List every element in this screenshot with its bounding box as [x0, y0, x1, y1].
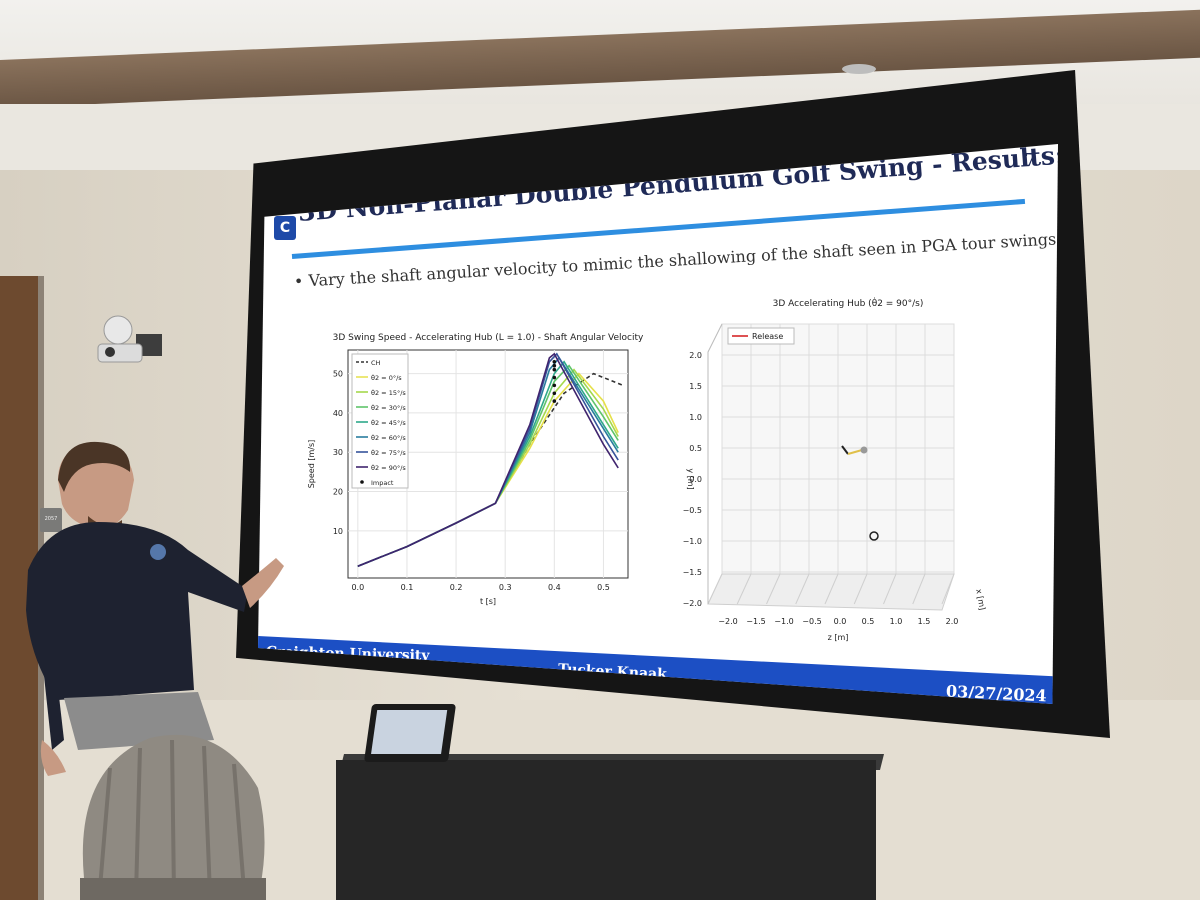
y-axis-label: y [m]	[686, 468, 695, 489]
presenter-person	[26, 441, 284, 776]
plot-box	[707, 323, 955, 611]
y-tick-label: 20	[333, 488, 343, 497]
side-pane-edge	[707, 323, 723, 604]
x-tick-label: 0.4	[548, 583, 561, 592]
y-tick-label: −0.5	[683, 506, 702, 515]
floor-grid-line	[883, 573, 897, 605]
z-tick-label: −0.5	[802, 617, 821, 626]
slide-bullet: • Vary the shaft angular velocity to mim…	[293, 229, 1057, 291]
z-axis-label: x [m]	[974, 588, 987, 611]
impact-point	[552, 383, 557, 388]
y-tick-label: −1.0	[683, 537, 702, 546]
swing-speed-chart: 3D Swing Speed - Accelerating Hub (L = 1…	[307, 333, 644, 606]
floor-grid-line	[941, 573, 955, 605]
legend-label: θ̇2 = 90°/s	[371, 463, 406, 472]
room-number-text: 2057	[44, 516, 58, 522]
y-tick-label: 1.0	[689, 413, 702, 422]
x-tick-label: 0.3	[499, 583, 512, 592]
floor-grid-line	[736, 573, 752, 605]
floor-grid-line	[853, 573, 868, 605]
lectern	[336, 760, 876, 900]
floor-grid-line	[912, 573, 926, 605]
slide-page-number: 7	[1024, 150, 1036, 171]
room-number-sign: 2057	[40, 508, 62, 532]
security-camera-icon	[97, 315, 162, 363]
y-tick-label: 10	[333, 527, 343, 536]
x-tick-label: 0.0	[351, 583, 364, 592]
university-logo-icon: C	[274, 216, 296, 240]
y-tick-label: 50	[333, 370, 343, 379]
x-axis-label: t [s]	[480, 597, 496, 606]
legend-swatch	[360, 480, 364, 484]
series-line	[357, 352, 619, 567]
legend-box	[727, 327, 795, 345]
z-tick-label: −2.0	[718, 617, 737, 626]
y-tick-label: 0.0	[689, 475, 702, 484]
legend-label: θ̇2 = 15°/s	[371, 388, 406, 397]
z-tick-label: 0.0	[834, 617, 847, 626]
impact-point	[552, 363, 557, 368]
floor-grid-line	[766, 573, 781, 605]
chart-legend: Release	[727, 327, 795, 345]
floor-pane	[707, 573, 955, 611]
y-tick-label: 40	[333, 409, 343, 418]
y-tick-label: 1.5	[689, 382, 702, 391]
hub-point	[860, 446, 868, 454]
ball-marker	[869, 531, 879, 541]
legend-label: θ̇2 = 0°/s	[371, 373, 402, 382]
audience-knit-hat	[80, 734, 266, 900]
legend-label: θ̇2 = 60°/s	[371, 433, 406, 442]
y-tick-label: −1.5	[683, 568, 702, 577]
legend-label: Release	[752, 332, 783, 341]
impact-point	[552, 399, 557, 403]
legend-label: θ̇2 = 45°/s	[371, 418, 406, 427]
ceiling-light	[842, 64, 876, 74]
floor-grid-line	[824, 573, 839, 605]
impact-point	[552, 391, 557, 396]
y-tick-label: 30	[333, 448, 343, 457]
impact-point	[552, 367, 557, 372]
floor-grid-line	[707, 573, 723, 605]
shaft-segment	[841, 445, 849, 455]
chart-title: 3D Swing Speed - Accelerating Hub (L = 1…	[333, 333, 644, 343]
z-tick-label: −1.0	[774, 617, 793, 626]
z-tick-label: 1.5	[918, 617, 931, 626]
chart-legend: CH θ̇2 = 0°/s θ̇2 = 15°/s θ̇2 = 30°/s θ̇2 = …	[351, 353, 409, 489]
arm-segment	[847, 449, 863, 455]
x-tick-label: 0.5	[597, 583, 610, 592]
impact-point	[552, 375, 557, 380]
impact-point	[552, 359, 557, 364]
y-tick-label: −2.0	[683, 599, 702, 608]
chart-title: 3D Accelerating Hub (θ̇2 = 90°/s)	[773, 297, 924, 309]
x-tick-label: 0.1	[401, 583, 414, 592]
slide-bullet-text: Vary the shaft angular velocity to mimic…	[307, 229, 1057, 291]
z-tick-label: −1.5	[746, 617, 765, 626]
y-tick-label: 2.0	[689, 351, 702, 360]
x-axis-label: z [m]	[828, 633, 849, 642]
legend-label: Impact	[371, 479, 394, 487]
projected-slide: 7 C 3D Non-Planar Double Pendulum Golf S…	[258, 144, 1058, 704]
z-tick-label: 0.5	[862, 617, 875, 626]
y-tick-label: 0.5	[689, 444, 702, 453]
y-axis-label: Speed [m/s]	[307, 440, 316, 489]
legend-label: θ̇2 = 30°/s	[371, 403, 406, 412]
z-tick-label: 1.0	[890, 617, 903, 626]
control-tablet	[363, 704, 457, 762]
floor-grid-line	[795, 573, 810, 605]
legend-label: CH	[371, 359, 381, 367]
legend-label: θ̇2 = 75°/s	[371, 448, 406, 457]
z-tick-label: 2.0	[946, 617, 959, 626]
accelerating-hub-3d-plot: 3D Accelerating Hub (θ̇2 = 90°/s) 2.0 1.5 1…	[683, 297, 987, 642]
tablet-screen	[371, 710, 448, 754]
x-tick-label: 0.2	[450, 583, 463, 592]
